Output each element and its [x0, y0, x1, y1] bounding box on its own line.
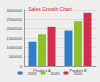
svg-text:2021: 2021 — [73, 71, 83, 76]
svg-text:Product B: Product B — [69, 67, 87, 73]
svg-text:Sales Growth Chart: Sales Growth Chart — [28, 6, 72, 12]
svg-text:2000000: 2000000 — [6, 26, 22, 31]
svg-text:0: 0 — [20, 64, 23, 69]
svg-text:1000000: 1000000 — [6, 45, 22, 50]
svg-text:2019: 2019 — [28, 71, 38, 76]
svg-text:1500000: 1500000 — [6, 36, 22, 41]
svg-text:Product A: Product A — [33, 67, 51, 73]
svg-text:2500000: 2500000 — [6, 17, 22, 22]
svg-text:3000000: 3000000 — [6, 8, 22, 13]
svg-text:2020: 2020 — [51, 71, 61, 76]
svg-text:500000: 500000 — [9, 54, 23, 59]
